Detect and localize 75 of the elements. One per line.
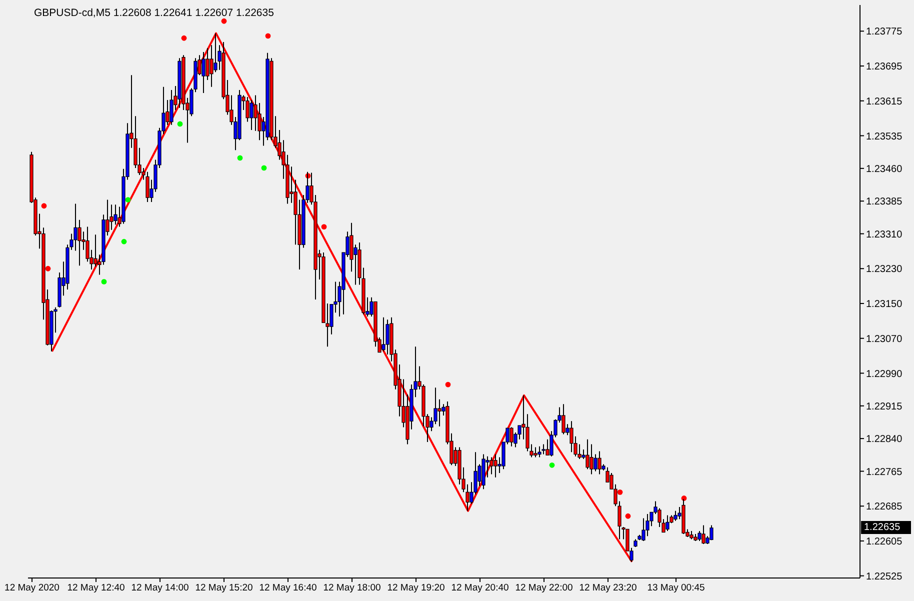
candlestick [594, 454, 598, 472]
point [681, 496, 687, 501]
x-tick-label: 12 May 18:00 [323, 582, 381, 594]
point [237, 155, 243, 161]
point [261, 165, 267, 171]
y-tick-label: 1.23535 [866, 131, 903, 142]
point [41, 203, 47, 209]
y-tick-label: 1.23150 [866, 299, 903, 310]
x-tick-label: 12 May 15:20 [195, 582, 253, 594]
candlestick [510, 426, 514, 447]
candlestick [146, 171, 150, 202]
point [321, 224, 327, 230]
candlestick [494, 454, 498, 478]
candlestick [570, 420, 574, 453]
candlestick [538, 446, 542, 458]
x-tick-label: 12 May 2020 [4, 582, 60, 594]
point [445, 382, 451, 388]
point [45, 266, 51, 272]
x-tick-label: 12 May 23:20 [579, 582, 637, 594]
candlestick [666, 514, 670, 532]
line-series [51, 32, 633, 563]
candlestick [674, 510, 678, 522]
point [617, 489, 623, 495]
point [181, 35, 187, 41]
y-tick-label: 1.23775 [866, 26, 903, 38]
candlestick [386, 319, 390, 355]
y-tick-label: 1.23615 [866, 96, 903, 108]
candlestick [438, 398, 442, 427]
x-tick-label: 12 May 16:40 [259, 582, 317, 594]
candlestick [546, 438, 550, 456]
x-tick-label: 12 May 19:20 [387, 582, 445, 594]
point [125, 197, 131, 202]
y-tick-label: 1.23310 [866, 229, 903, 240]
candlestick [170, 89, 174, 126]
candlestick [382, 316, 386, 352]
point [625, 513, 631, 519]
point [101, 278, 107, 284]
y-tick-label: 1.22915 [866, 401, 903, 412]
x-tick-label: 12 May 22:00 [515, 582, 573, 594]
candlestick [702, 524, 706, 545]
y-tick-label: 1.22990 [866, 368, 903, 380]
y-tick-label: 1.23230 [866, 264, 903, 276]
point [549, 462, 555, 468]
y-tick-label: 1.22840 [866, 434, 903, 446]
chart-title: GBPUSD-cd,M5 1.22608 1.22641 1.22607 1.22635 [34, 7, 274, 19]
candlestick [642, 518, 646, 542]
x-tick-label: 13 May 00:45 [647, 582, 705, 594]
y-tick-label: 1.22685 [866, 502, 903, 513]
point [177, 121, 183, 127]
candlestick [562, 404, 566, 435]
candlestick [710, 524, 714, 541]
y-tick-label: 1.22525 [866, 571, 903, 582]
x-tick-label: 12 May 12:40 [67, 582, 125, 594]
candlestick [534, 446, 538, 458]
candlestick [214, 32, 218, 73]
candlestick [490, 456, 494, 475]
y-tick-label: 1.22765 [866, 466, 903, 478]
y-tick-label: 1.23460 [866, 164, 903, 175]
candlestick [590, 444, 594, 475]
candlestick [74, 203, 78, 252]
point [221, 18, 227, 24]
candlestick [542, 444, 546, 455]
candlestick [202, 52, 206, 94]
y-tick-label: 1.23070 [866, 334, 903, 345]
y-tick-label: 1.22605 [866, 536, 903, 548]
point [265, 33, 271, 39]
point [121, 238, 127, 244]
candlestick [646, 513, 650, 537]
x-tick-label: 12 May 14:00 [131, 582, 189, 594]
x-tick-label: 12 May 20:40 [451, 582, 509, 594]
y-tick-label: 1.23695 [866, 62, 903, 73]
candlestick [250, 99, 254, 131]
candlestick [598, 450, 602, 475]
y-tick-label: 1.23385 [866, 196, 903, 208]
text: 1.22635 [861, 521, 911, 534]
